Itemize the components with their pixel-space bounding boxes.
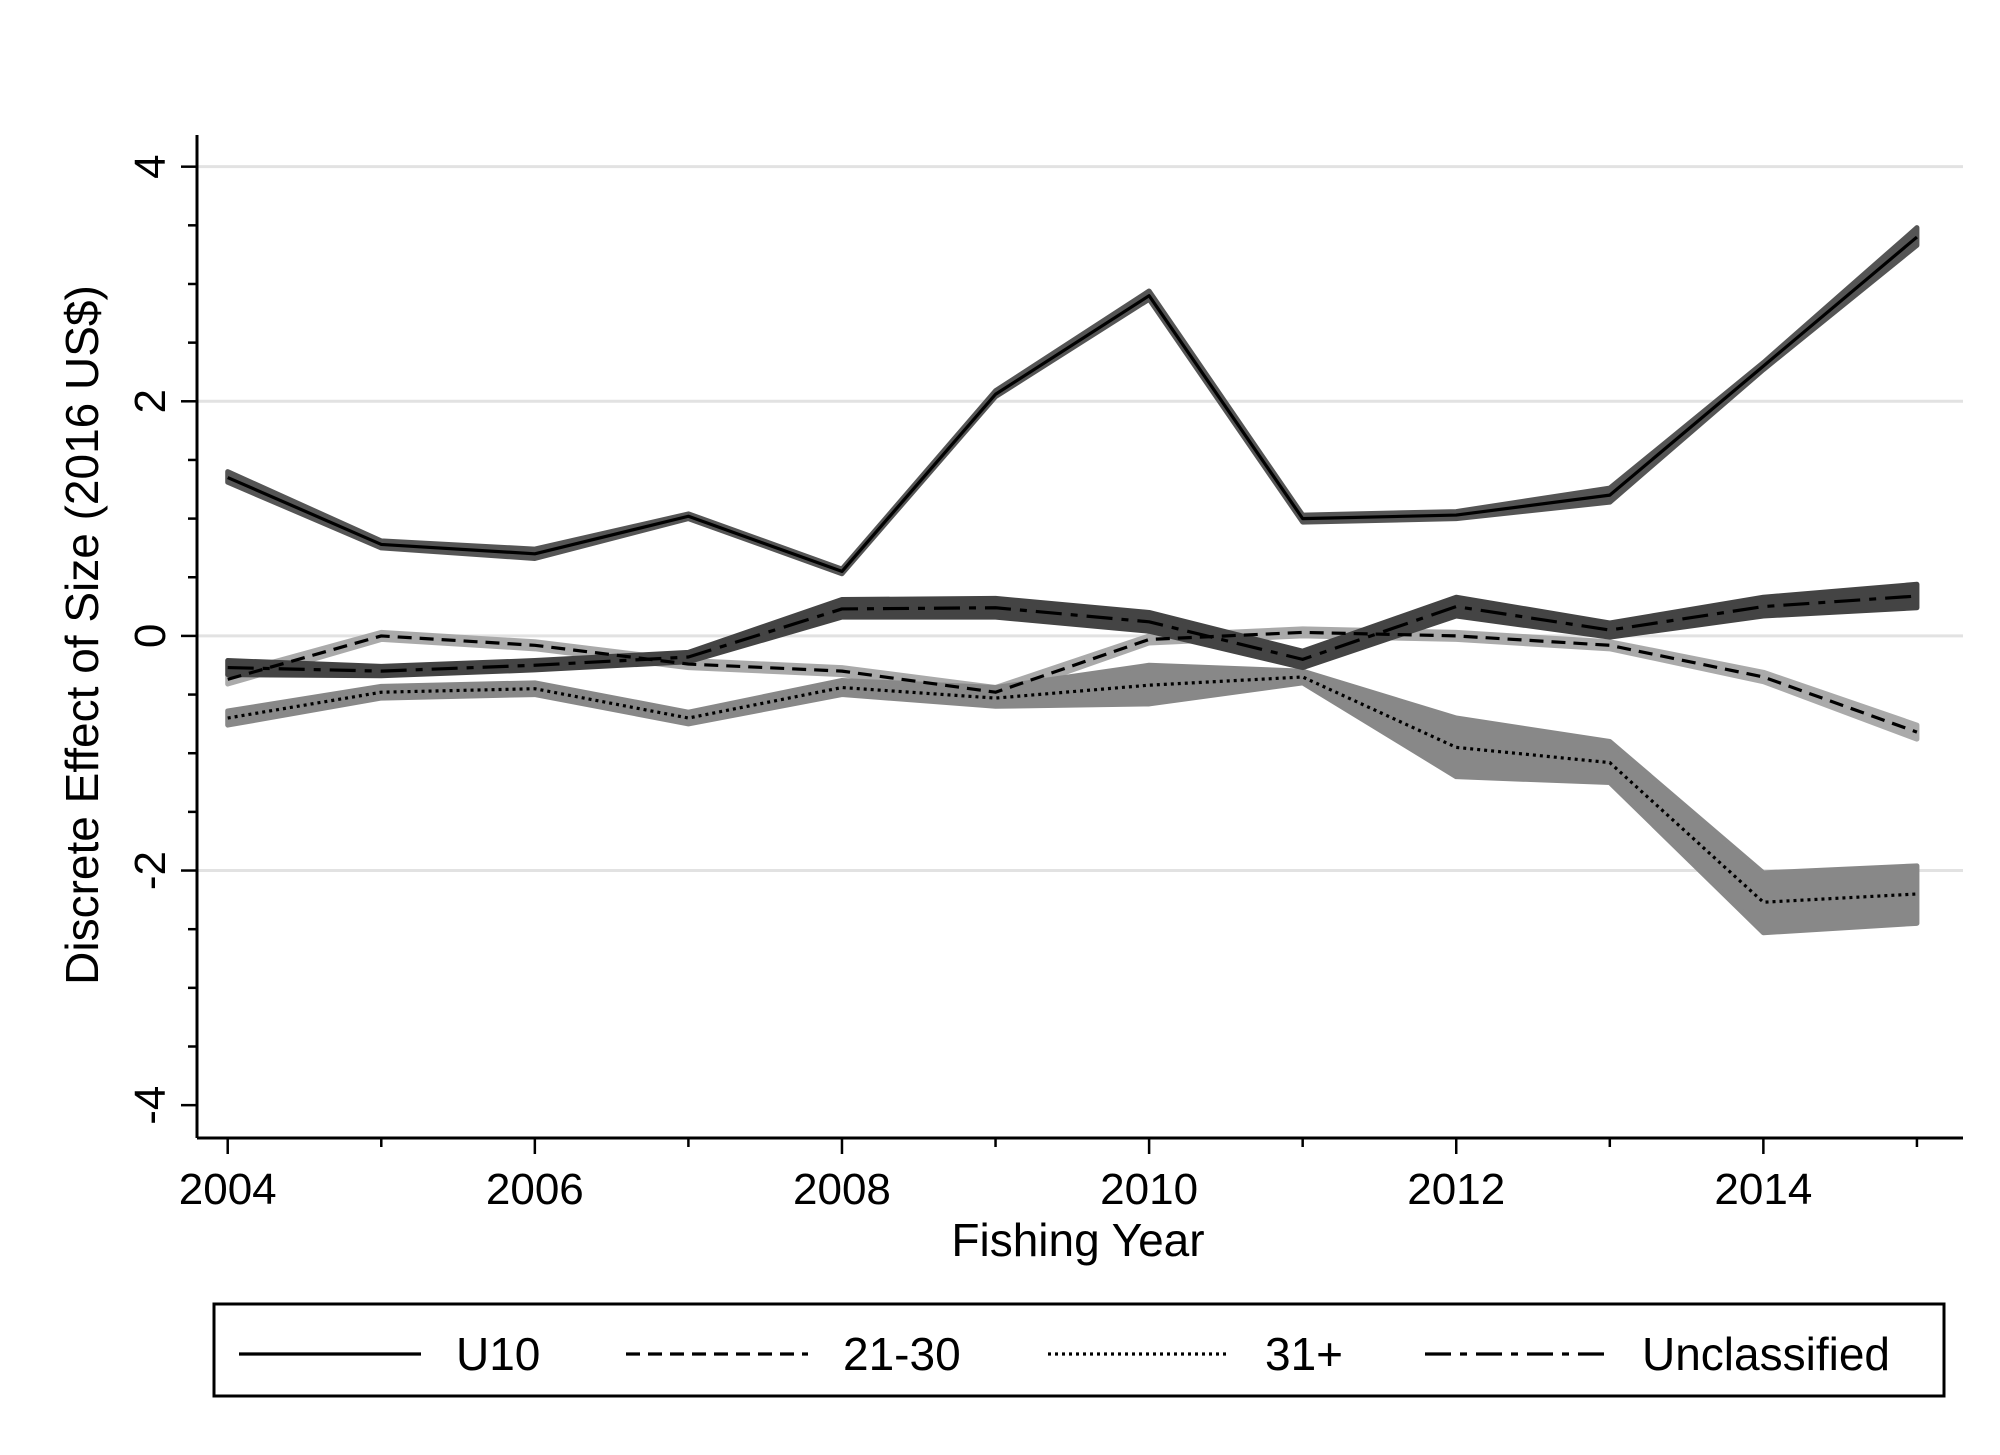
x-tick-label-2012: 2012 [1407, 1165, 1505, 1214]
y-tick-label-0: 0 [126, 624, 175, 648]
confidence-bands [225, 225, 1920, 936]
legend-label-1: 21-30 [843, 1328, 961, 1380]
legend-label-2: 31+ [1265, 1328, 1343, 1380]
x-tick-label-2014: 2014 [1714, 1165, 1812, 1214]
confidence-band-3 [225, 581, 1920, 679]
legend: U10 21-30 31+ Unclassified [212, 1302, 1946, 1398]
y-tick-label--4: -4 [126, 1086, 175, 1125]
series-lines [227, 235, 1918, 904]
series-line-3 [227, 594, 1918, 673]
y-tick-label--2: -2 [126, 851, 175, 890]
confidence-band-2 [225, 662, 1920, 936]
series-line-1 [227, 630, 1918, 734]
x-tick-label-2006: 2006 [486, 1165, 584, 1214]
x-tick-label-2008: 2008 [793, 1165, 891, 1214]
x-tick-label-2004: 2004 [179, 1165, 277, 1214]
x-axis-label: Fishing Year [951, 1214, 1204, 1266]
legend-label-3: Unclassified [1642, 1328, 1890, 1380]
x-tick-label-2010: 2010 [1100, 1165, 1198, 1214]
y-tick-label-4: 4 [126, 154, 175, 178]
legend-box [212, 1302, 1946, 1398]
series-line-0 [227, 235, 1918, 573]
legend-label-0: U10 [456, 1328, 540, 1380]
axes: -4 -2 0 2 4 2004 2006 2008 2010 2012 2014 [126, 135, 1963, 1214]
y-axis-label: Discrete Effect of Size (2016 US$) [56, 285, 108, 985]
y-tick-label-2: 2 [126, 389, 175, 413]
gridlines [197, 165, 1963, 873]
